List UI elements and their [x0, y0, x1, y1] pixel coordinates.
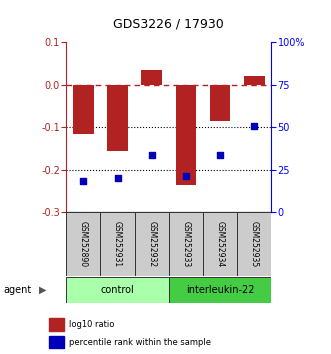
Text: percentile rank within the sample: percentile rank within the sample: [70, 338, 212, 347]
Text: GSM252932: GSM252932: [147, 221, 156, 267]
Bar: [169, 277, 271, 303]
Point: [183, 173, 189, 179]
Text: GSM252890: GSM252890: [79, 221, 88, 267]
Point: [115, 176, 120, 181]
Bar: [237, 212, 271, 276]
Bar: [169, 212, 203, 276]
Text: log10 ratio: log10 ratio: [70, 320, 115, 329]
Bar: [49, 318, 64, 331]
Text: agent: agent: [3, 285, 31, 295]
Text: ▶: ▶: [39, 285, 47, 295]
Text: interleukin-22: interleukin-22: [186, 285, 254, 295]
Bar: [176, 85, 196, 185]
Point: [149, 152, 154, 158]
Text: GDS3226 / 17930: GDS3226 / 17930: [114, 17, 224, 30]
Bar: [244, 76, 264, 85]
Bar: [100, 212, 135, 276]
Bar: [66, 277, 169, 303]
Point: [252, 123, 257, 129]
Point: [81, 178, 86, 184]
Text: GSM252935: GSM252935: [250, 221, 259, 267]
Text: GSM252934: GSM252934: [215, 221, 225, 267]
Bar: [141, 70, 162, 85]
Bar: [107, 85, 128, 151]
Bar: [49, 336, 64, 348]
Text: GSM252933: GSM252933: [181, 221, 190, 267]
Bar: [73, 85, 94, 134]
Text: control: control: [101, 285, 134, 295]
Bar: [135, 212, 169, 276]
Text: GSM252931: GSM252931: [113, 221, 122, 267]
Bar: [210, 85, 230, 121]
Point: [217, 153, 223, 158]
Bar: [66, 212, 100, 276]
Bar: [203, 212, 237, 276]
